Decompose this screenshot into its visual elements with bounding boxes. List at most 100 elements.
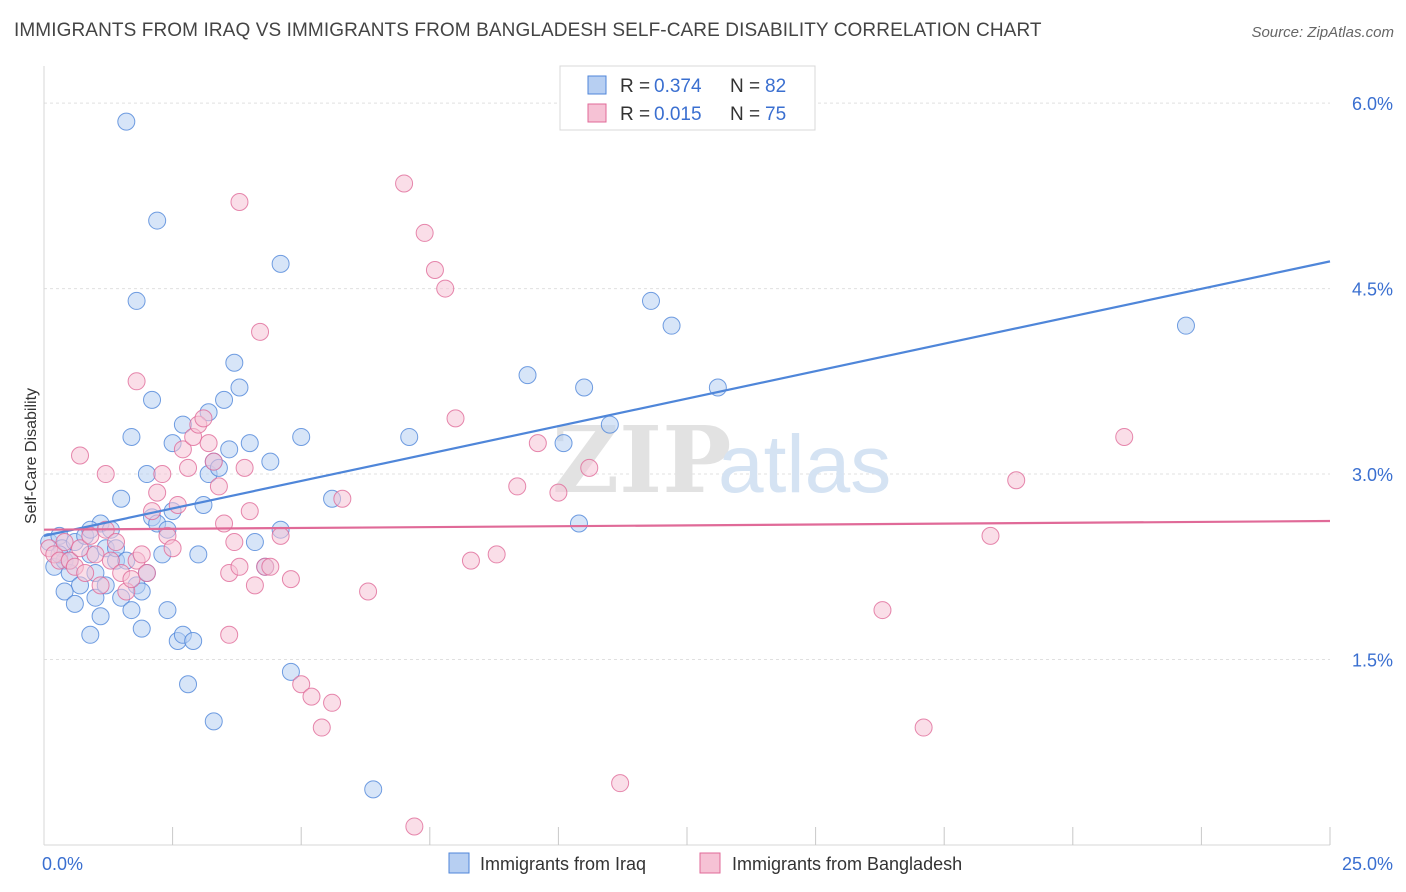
- legend-n-label-iraq: N =: [730, 76, 760, 97]
- point-iraq-68: [554, 434, 573, 453]
- point-bangladesh-56: [425, 261, 444, 280]
- data-points: [40, 112, 1195, 836]
- point-bangladesh-22: [153, 465, 172, 484]
- trend-line-bangladesh: [43, 519, 1331, 531]
- trend-lines: [43, 260, 1331, 537]
- point-iraq-58: [137, 465, 156, 484]
- point-bangladesh-57: [436, 279, 455, 298]
- point-iraq-77: [132, 619, 151, 638]
- axes: [43, 66, 1331, 846]
- point-bangladesh-18: [132, 545, 151, 564]
- point-bangladesh-55: [415, 223, 434, 242]
- point-iraq-50: [281, 662, 300, 681]
- point-bangladesh-10: [91, 576, 110, 595]
- point-iraq-65: [364, 780, 383, 799]
- point-bangladesh-74: [220, 625, 239, 644]
- point-bangladesh-44: [271, 526, 290, 545]
- point-bangladesh-8: [81, 526, 100, 545]
- point-bangladesh-37: [230, 557, 249, 576]
- point-iraq-48: [261, 452, 280, 471]
- point-bangladesh-46: [292, 675, 311, 694]
- y-tick-label-3: 6.0%: [1352, 94, 1393, 114]
- point-bangladesh-45: [281, 570, 300, 589]
- point-bangladesh-43: [261, 557, 280, 576]
- point-bangladesh-67: [359, 582, 378, 601]
- point-bangladesh-70: [914, 718, 933, 737]
- point-bangladesh-16: [122, 570, 141, 589]
- point-bangladesh-63: [549, 483, 568, 502]
- legend-r-label-bangladesh: R =: [620, 104, 650, 125]
- point-iraq-34: [179, 675, 198, 694]
- series-legend-swatch-iraq: [448, 852, 470, 874]
- point-bangladesh-49: [323, 693, 342, 712]
- legend-swatch-iraq: [587, 75, 607, 95]
- point-bangladesh-72: [1007, 471, 1026, 490]
- point-iraq-37: [194, 495, 213, 514]
- point-iraq-80: [158, 601, 177, 620]
- point-iraq-63: [204, 712, 223, 731]
- x-tick-label-1: 25.0%: [1342, 854, 1393, 874]
- series-legend-label-bangladesh: Immigrants from Bangladesh: [732, 854, 962, 874]
- x-tick-labels: 0.0% 25.0%: [42, 854, 1393, 874]
- legend-r-label-iraq: R =: [620, 76, 650, 97]
- point-bangladesh-9: [86, 545, 105, 564]
- point-bangladesh-60: [487, 545, 506, 564]
- point-iraq-46: [245, 533, 264, 552]
- watermark-atlas: atlas: [718, 419, 891, 510]
- point-bangladesh-65: [611, 774, 630, 793]
- point-bangladesh-32: [204, 452, 223, 471]
- point-bangladesh-62: [528, 434, 547, 453]
- legend-swatch-bangladesh: [587, 103, 607, 123]
- point-bangladesh-64: [580, 458, 599, 477]
- point-bangladesh-19: [137, 563, 156, 582]
- point-iraq-67: [518, 366, 537, 385]
- source-label: Source: ZipAtlas.com: [1251, 24, 1394, 41]
- legend-n-value-bangladesh: 75: [765, 104, 786, 125]
- stats-legend: R = 0.374 N = 82 R = 0.015 N = 75: [559, 65, 816, 131]
- legend-r-value-bangladesh: 0.015: [654, 104, 702, 125]
- point-iraq-52: [112, 489, 131, 508]
- point-iraq-42: [220, 440, 239, 459]
- point-iraq-66: [400, 427, 419, 446]
- point-bangladesh-21: [148, 483, 167, 502]
- point-iraq-45: [240, 434, 259, 453]
- point-bangladesh-61: [508, 477, 527, 496]
- point-bangladesh-69: [873, 601, 892, 620]
- legend-r-value-iraq: 0.374: [654, 76, 702, 97]
- point-iraq-57: [143, 390, 162, 409]
- point-iraq-44: [230, 378, 249, 397]
- point-iraq-76: [91, 607, 110, 626]
- watermark: ZIP atlas: [552, 406, 891, 514]
- trend-line-iraq: [43, 260, 1331, 537]
- point-bangladesh-52: [96, 465, 115, 484]
- point-iraq-36: [189, 545, 208, 564]
- point-bangladesh-66: [333, 489, 352, 508]
- point-bangladesh-54: [395, 174, 414, 193]
- legend-n-value-iraq: 82: [765, 76, 786, 97]
- point-iraq-41: [215, 390, 234, 409]
- chart-title: IMMIGRANTS FROM IRAQ VS IMMIGRANTS FROM …: [14, 20, 1042, 41]
- point-bangladesh-68: [405, 817, 424, 836]
- point-iraq-43: [225, 353, 244, 372]
- point-bangladesh-36: [225, 533, 244, 552]
- point-bangladesh-40: [245, 576, 264, 595]
- point-bangladesh-3: [55, 533, 74, 552]
- point-iraq-73: [662, 316, 681, 335]
- point-iraq-72: [641, 291, 660, 310]
- point-iraq-56: [148, 211, 167, 230]
- y-axis-label: Self-Care Disability: [23, 388, 40, 524]
- x-tick-label-0: 0.0%: [42, 854, 83, 874]
- point-bangladesh-50: [127, 372, 146, 391]
- y-tick-labels: 1.5% 3.0% 4.5% 6.0%: [1352, 94, 1393, 670]
- point-bangladesh-41: [251, 322, 270, 341]
- series-legend-swatch-bangladesh: [699, 852, 721, 874]
- point-iraq-15: [55, 582, 74, 601]
- point-iraq-53: [122, 427, 141, 446]
- point-bangladesh-26: [173, 440, 192, 459]
- point-bangladesh-33: [209, 477, 228, 496]
- point-iraq-51: [292, 427, 311, 446]
- point-iraq-54: [127, 291, 146, 310]
- point-iraq-35: [184, 631, 203, 650]
- point-bangladesh-73: [1115, 427, 1134, 446]
